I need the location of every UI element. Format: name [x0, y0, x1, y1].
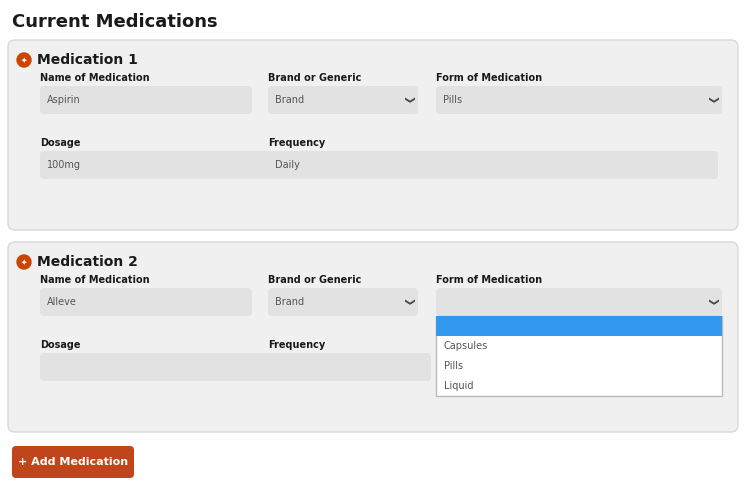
FancyBboxPatch shape: [40, 151, 380, 179]
FancyBboxPatch shape: [12, 446, 134, 478]
FancyBboxPatch shape: [436, 86, 722, 114]
Text: ✦: ✦: [21, 257, 27, 266]
Text: Brand or Generic: Brand or Generic: [268, 275, 361, 285]
Text: Frequency: Frequency: [268, 138, 325, 148]
Text: Liquid: Liquid: [444, 381, 473, 391]
Text: Pills: Pills: [444, 361, 463, 371]
FancyBboxPatch shape: [40, 353, 380, 381]
Text: Frequency: Frequency: [268, 340, 325, 350]
Text: ❯: ❯: [707, 298, 717, 306]
Text: Pills: Pills: [443, 95, 462, 105]
FancyBboxPatch shape: [40, 288, 252, 316]
Text: Dosage: Dosage: [40, 340, 81, 350]
Text: Daily: Daily: [275, 160, 300, 170]
FancyBboxPatch shape: [268, 288, 418, 316]
Text: Form of Medication: Form of Medication: [436, 275, 542, 285]
FancyBboxPatch shape: [268, 353, 431, 381]
FancyBboxPatch shape: [8, 242, 738, 432]
Text: Form of Medication: Form of Medication: [436, 73, 542, 83]
Text: ✦: ✦: [21, 55, 27, 65]
Text: Dosage: Dosage: [40, 138, 81, 148]
Text: Brand: Brand: [275, 95, 304, 105]
FancyBboxPatch shape: [268, 86, 418, 114]
Text: Brand: Brand: [275, 297, 304, 307]
Text: Name of Medication: Name of Medication: [40, 275, 150, 285]
Circle shape: [17, 53, 31, 67]
Text: 100mg: 100mg: [47, 160, 81, 170]
FancyBboxPatch shape: [268, 151, 718, 179]
Text: Alleve: Alleve: [47, 297, 77, 307]
Text: ❯: ❯: [403, 298, 413, 306]
Text: Current Medications: Current Medications: [12, 13, 218, 31]
FancyBboxPatch shape: [40, 86, 252, 114]
Text: Medication 1: Medication 1: [37, 53, 138, 67]
FancyBboxPatch shape: [436, 288, 722, 316]
Text: + Add Medication: + Add Medication: [18, 457, 128, 467]
Bar: [436, 316, 722, 336]
Text: Medication 2: Medication 2: [37, 255, 138, 269]
Bar: [436, 316, 722, 396]
Text: Name of Medication: Name of Medication: [40, 73, 150, 83]
Text: ❯: ❯: [707, 96, 717, 104]
Text: Aspirin: Aspirin: [47, 95, 81, 105]
Text: ❯: ❯: [403, 96, 413, 104]
FancyBboxPatch shape: [8, 40, 738, 230]
Text: Capsules: Capsules: [444, 341, 488, 351]
Text: Brand or Generic: Brand or Generic: [268, 73, 361, 83]
Circle shape: [17, 255, 31, 269]
